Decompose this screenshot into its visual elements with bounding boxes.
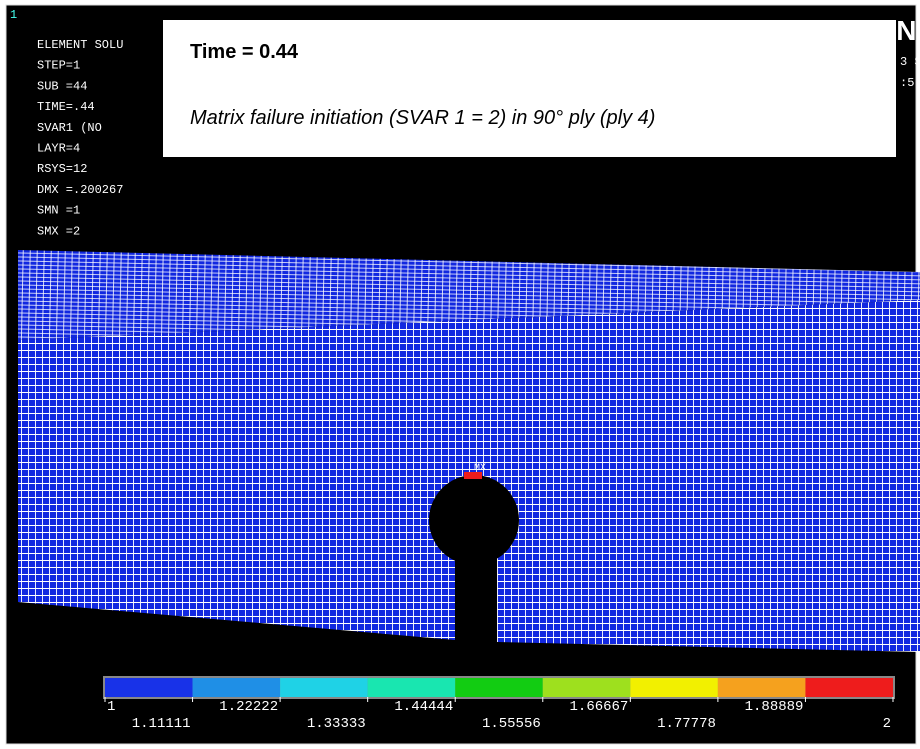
legend-swatch — [718, 678, 806, 697]
legend-swatch — [368, 678, 456, 697]
legend-label: 1.44444 — [394, 699, 453, 715]
fragment: 3 S — [900, 55, 920, 69]
legend-swatch — [280, 678, 368, 697]
legend-label: 1.55556 — [482, 716, 541, 732]
legend-label: 1.22222 — [219, 699, 278, 715]
node-label: MX — [474, 463, 486, 474]
screen: MX 1 ELEMENT SOLU STEP=1 SUB =44 TIME=.44 SV… — [0, 0, 920, 749]
legend-label: 1.88889 — [745, 699, 804, 715]
legend-swatch — [805, 678, 893, 697]
window-number: 1 — [10, 8, 17, 22]
info-line: SMX =2 — [37, 224, 80, 238]
legend-swatch — [455, 678, 543, 697]
legend-label: 1.11111 — [132, 716, 191, 732]
info-line: LAYR=4 — [37, 142, 80, 156]
legend-label: 2 — [883, 716, 891, 732]
info-line: SUB =44 — [37, 79, 87, 93]
info-line: RSYS=12 — [37, 162, 87, 176]
info-line: SVAR1 (NO — [37, 121, 102, 135]
legend-swatch — [193, 678, 281, 697]
info-line: SMN =1 — [37, 204, 80, 218]
legend-swatch — [630, 678, 718, 697]
legend-label: 1.33333 — [307, 716, 366, 732]
legend-swatch — [543, 678, 631, 697]
annotation-text: Matrix failure initiation (SVAR 1 = 2) i… — [190, 107, 655, 129]
fragment: :5 — [900, 76, 914, 90]
legend-label: 1 — [107, 699, 115, 715]
info-line: TIME=.44 — [37, 100, 95, 114]
info-line: ELEMENT SOLU — [37, 38, 123, 52]
info-line: DMX =.200267 — [37, 183, 123, 197]
legend-label: 1.66667 — [570, 699, 629, 715]
legend-label: 1.77778 — [657, 716, 716, 732]
info-line: STEP=1 — [37, 59, 80, 73]
slot — [455, 540, 497, 650]
annotation-title: Time = 0.44 — [190, 41, 299, 63]
legend-swatch — [105, 678, 193, 697]
